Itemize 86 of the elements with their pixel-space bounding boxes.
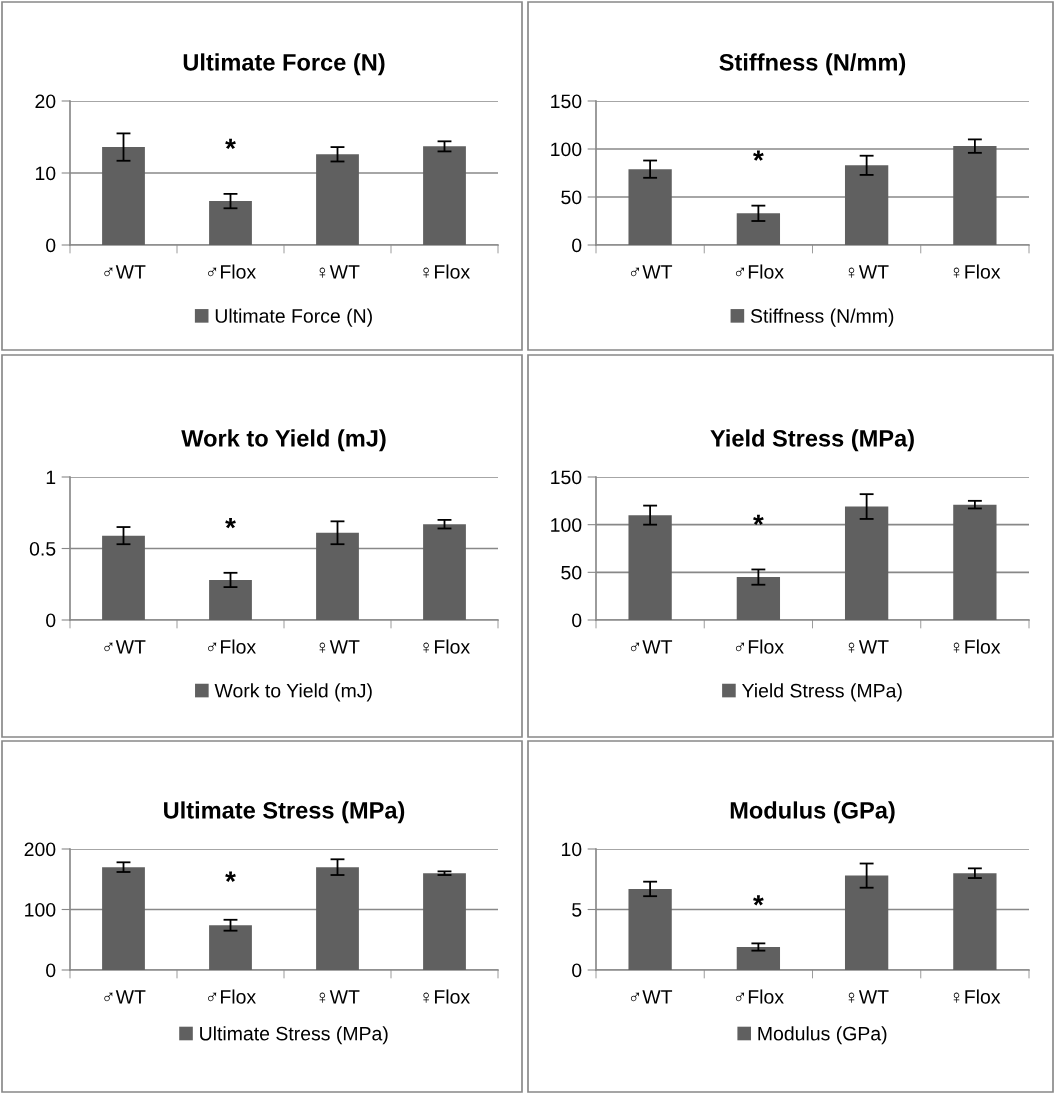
bar bbox=[423, 524, 466, 620]
y-tick-label: 0 bbox=[46, 963, 56, 978]
chart-title: Yield Stress (MPa) bbox=[710, 429, 914, 452]
bar bbox=[316, 154, 359, 245]
x-tick-label: ♀Flox bbox=[423, 264, 470, 279]
bar bbox=[953, 504, 997, 620]
legend-label: Stiffness (N/mm) bbox=[750, 308, 894, 327]
x-tick-label: ♀WT bbox=[319, 265, 360, 279]
legend-label: Yield Stress (MPa) bbox=[741, 683, 902, 702]
legend-label: Modulus (GPa) bbox=[758, 1026, 887, 1045]
bar bbox=[628, 888, 672, 970]
x-tick-label: ♂WT bbox=[630, 265, 673, 279]
annotation: * bbox=[225, 871, 236, 882]
legend-label: Ultimate Stress (MPa) bbox=[200, 1026, 388, 1045]
x-tick-label: ♀WT bbox=[848, 640, 889, 654]
x-tick-label: ♀Flox bbox=[953, 264, 1001, 279]
x-tick-label: ♂Flox bbox=[208, 989, 256, 1004]
bar bbox=[736, 577, 781, 620]
bar bbox=[844, 506, 889, 620]
chart-title: Stiffness (N/mm) bbox=[719, 53, 906, 76]
y-tick-label: 100 bbox=[551, 142, 582, 157]
bar bbox=[736, 947, 781, 970]
x-tick-label: ♂WT bbox=[104, 640, 146, 654]
y-tick-label: 50 bbox=[561, 565, 582, 580]
x-tick-label: ♂Flox bbox=[735, 264, 784, 279]
chart-title: Ultimate Force (N) bbox=[183, 53, 385, 76]
x-tick-label: ♂Flox bbox=[735, 989, 784, 1004]
bar bbox=[209, 925, 252, 970]
y-tick-label: 150 bbox=[551, 470, 582, 485]
x-tick-label: ♀WT bbox=[848, 990, 889, 1004]
chart-title: Modulus (GPa) bbox=[730, 801, 895, 824]
x-tick-label: ♀Flox bbox=[953, 989, 1001, 1004]
x-tick-label: ♀WT bbox=[848, 265, 889, 279]
chart-title: Work to Yield (mJ) bbox=[181, 429, 386, 452]
bar bbox=[316, 867, 359, 970]
y-tick-label: 100 bbox=[25, 902, 56, 917]
annotation: * bbox=[753, 150, 764, 161]
y-tick-label: 20 bbox=[35, 94, 56, 109]
x-tick-label: ♀Flox bbox=[423, 639, 470, 654]
x-tick-label: ♂Flox bbox=[735, 639, 784, 654]
bar bbox=[628, 169, 672, 245]
x-tick-label: ♀WT bbox=[319, 640, 360, 654]
x-tick-label: ♀Flox bbox=[953, 639, 1001, 654]
y-tick-label: 0 bbox=[572, 613, 582, 628]
y-tick-label: 0 bbox=[46, 238, 56, 253]
bar bbox=[423, 873, 466, 970]
bar bbox=[423, 146, 466, 245]
x-tick-label: ♂Flox bbox=[208, 639, 256, 654]
y-tick-label: 10 bbox=[35, 166, 56, 181]
x-tick-label: ♂WT bbox=[104, 265, 146, 279]
y-tick-label: 5 bbox=[572, 903, 582, 917]
bar bbox=[316, 532, 359, 620]
legend-label: Work to Yield (mJ) bbox=[214, 683, 372, 702]
annotation: * bbox=[225, 517, 236, 529]
annotation: * bbox=[753, 895, 764, 906]
x-tick-label: ♂WT bbox=[630, 990, 673, 1004]
bar bbox=[953, 146, 997, 245]
x-tick-label: ♂WT bbox=[630, 640, 673, 654]
chart-title: Ultimate Stress (MPa) bbox=[164, 801, 405, 824]
y-tick-label: 0 bbox=[46, 613, 56, 628]
legend-label: Ultimate Force (N) bbox=[215, 308, 372, 327]
bar bbox=[844, 165, 889, 245]
y-tick-label: 1 bbox=[46, 470, 56, 485]
bar bbox=[953, 873, 997, 970]
y-tick-label: 50 bbox=[561, 190, 582, 205]
y-tick-label: 10 bbox=[561, 842, 582, 857]
bar bbox=[102, 535, 145, 620]
y-tick-label: 100 bbox=[551, 518, 582, 532]
bar bbox=[209, 201, 252, 245]
bar bbox=[844, 875, 889, 970]
y-tick-label: 0.5 bbox=[29, 541, 56, 556]
y-tick-label: 200 bbox=[24, 842, 56, 857]
x-tick-label: ♀WT bbox=[319, 990, 360, 1004]
x-tick-label: ♂Flox bbox=[208, 264, 256, 279]
y-tick-label: 150 bbox=[551, 94, 582, 109]
bar bbox=[628, 515, 672, 620]
y-tick-label: 0 bbox=[572, 963, 582, 978]
bar bbox=[102, 147, 145, 245]
bar bbox=[736, 213, 781, 245]
y-tick-label: 0 bbox=[572, 238, 582, 253]
x-tick-label: ♂WT bbox=[104, 990, 146, 1004]
bar bbox=[102, 867, 145, 970]
x-tick-label: ♀Flox bbox=[423, 989, 470, 1004]
annotation: * bbox=[225, 138, 236, 150]
annotation: * bbox=[753, 514, 764, 525]
bar bbox=[209, 579, 252, 620]
